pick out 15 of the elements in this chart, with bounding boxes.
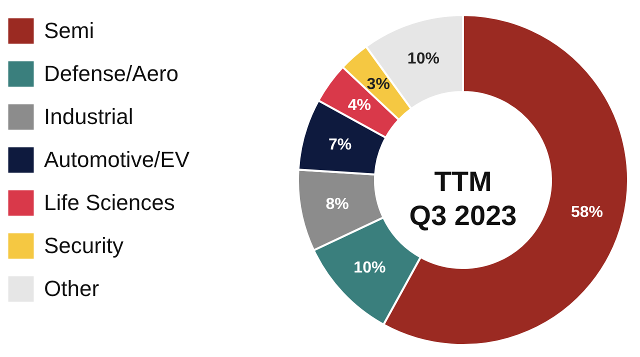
data-label: 10%	[407, 50, 440, 68]
legend-label: Other	[44, 276, 100, 301]
data-label: 4%	[348, 96, 372, 114]
data-label: 3%	[366, 76, 390, 93]
data-label: 8%	[326, 196, 349, 213]
legend-label: Security	[44, 233, 124, 258]
data-label: 58%	[570, 204, 603, 221]
legend-label: Defense/Aero	[44, 61, 179, 86]
legend-label: Industrial	[44, 104, 134, 129]
legend-label: Automotive/EV	[44, 147, 190, 172]
legend-label: Life Sciences	[44, 190, 175, 215]
data-label: 7%	[328, 136, 352, 154]
text: TTM Q3 2023	[409, 166, 517, 231]
data-label: 10%	[354, 260, 386, 277]
legend-label: Semi	[44, 18, 94, 43]
